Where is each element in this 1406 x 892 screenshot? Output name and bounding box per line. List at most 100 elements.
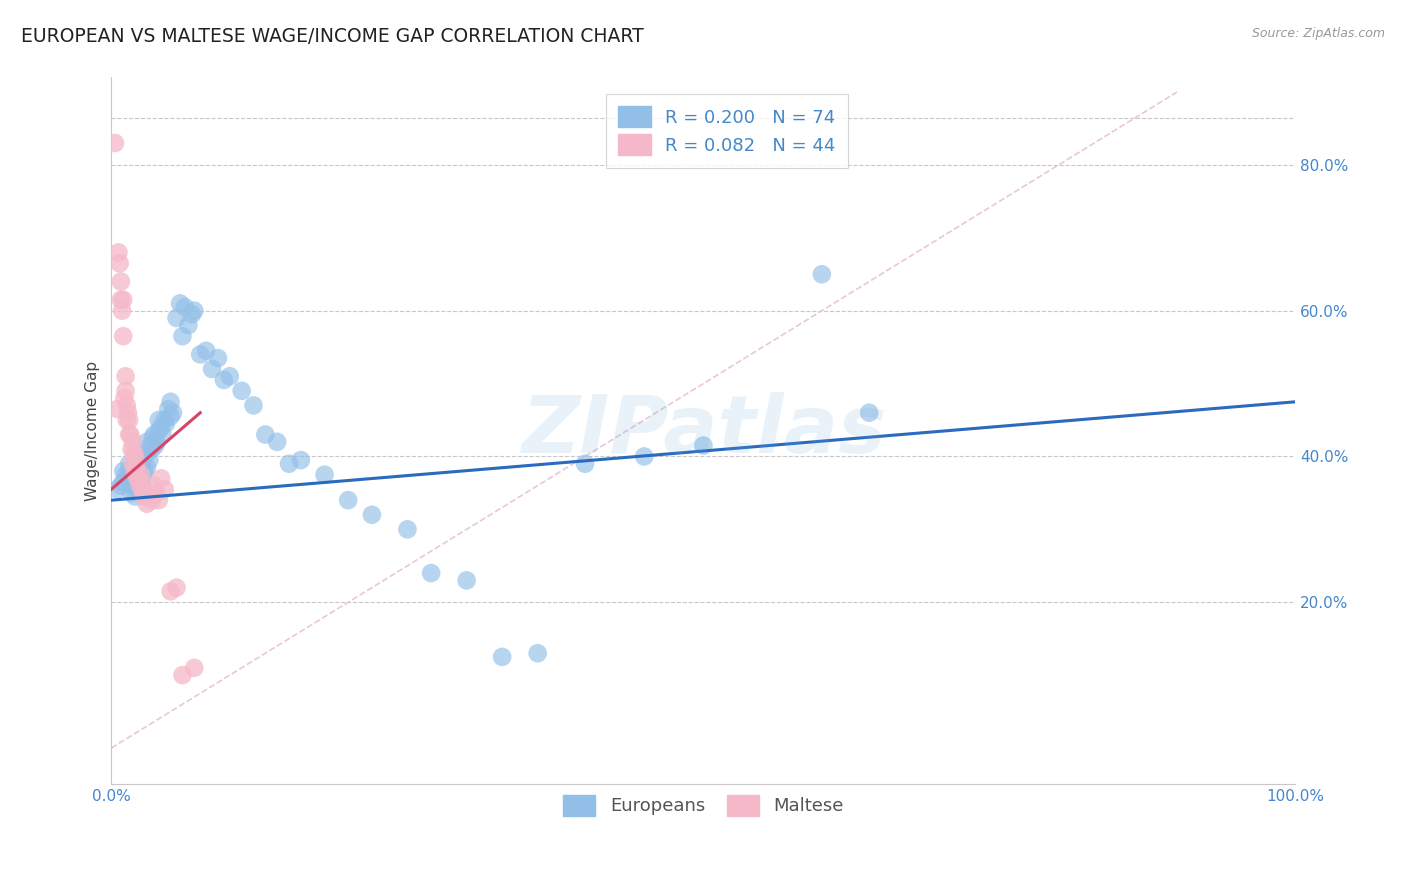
Point [166,581,188,595]
Point [127,471,149,485]
Point [166,310,188,325]
Point [118,457,141,471]
Point [150,420,173,434]
Point [112,329,135,343]
Point [231,384,253,398]
Point [148,424,170,438]
Point [195,343,218,358]
Point [132,486,155,500]
Point [124,490,146,504]
Point [112,464,135,478]
Point [118,464,141,478]
Point [201,362,224,376]
Point [139,438,162,452]
Point [526,646,548,660]
Point [155,417,177,431]
Point [124,464,146,478]
Point [127,471,149,485]
Point [125,460,148,475]
Point [114,369,136,384]
Point [188,347,211,361]
Point [114,467,136,482]
Point [169,296,191,310]
Point [121,442,143,457]
Point [141,493,163,508]
Point [105,482,128,496]
Point [105,402,128,417]
Point [108,256,131,270]
Point [145,434,167,449]
Point [172,668,194,682]
Point [148,493,170,508]
Point [118,413,141,427]
Point [181,307,204,321]
Point [131,475,153,489]
Point [124,478,146,492]
Point [153,482,176,496]
Text: ZIPatlas: ZIPatlas [522,392,886,470]
Point [157,402,180,417]
Point [207,351,229,365]
Point [111,303,134,318]
Point [173,300,195,314]
Point [124,464,146,478]
Point [129,460,152,475]
Legend: Europeans, Maltese: Europeans, Maltese [554,786,853,825]
Point [491,649,513,664]
Point [117,406,139,420]
Point [183,661,205,675]
Point [110,478,132,492]
Point [128,478,150,492]
Point [115,399,138,413]
Point [118,427,141,442]
Point [142,431,165,445]
Point [110,293,132,307]
Point [131,482,153,496]
Point [159,409,181,424]
Text: EUROPEAN VS MALTESE WAGE/INCOME GAP CORRELATION CHART: EUROPEAN VS MALTESE WAGE/INCOME GAP CORR… [21,27,644,45]
Point [138,486,160,500]
Point [456,574,478,588]
Y-axis label: Wage/Income Gap: Wage/Income Gap [86,361,100,501]
Point [162,406,184,420]
Point [143,478,166,492]
Point [110,275,132,289]
Point [120,427,142,442]
Point [128,482,150,496]
Point [129,467,152,482]
Point [314,467,336,482]
Point [150,471,173,485]
Point [159,584,181,599]
Point [136,434,159,449]
Point [692,438,714,452]
Point [121,457,143,471]
Point [574,457,596,471]
Point [136,497,159,511]
Point [141,442,163,457]
Point [121,486,143,500]
Point [278,457,301,471]
Point [115,413,138,427]
Point [122,446,145,460]
Point [127,457,149,471]
Point [134,450,156,464]
Point [266,434,288,449]
Point [129,453,152,467]
Point [218,369,240,384]
Point [420,566,443,580]
Point [115,471,138,485]
Point [172,329,194,343]
Point [361,508,384,522]
Point [858,406,880,420]
Point [337,493,360,508]
Point [121,434,143,449]
Point [112,293,135,307]
Point [143,438,166,452]
Point [153,413,176,427]
Point [107,245,129,260]
Point [134,464,156,478]
Point [112,475,135,489]
Point [633,450,655,464]
Point [212,373,235,387]
Point [104,136,127,150]
